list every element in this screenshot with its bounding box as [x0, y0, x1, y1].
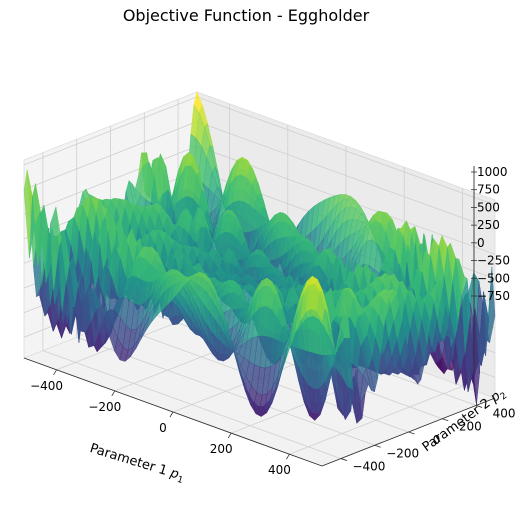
- x-tick-mark: [286, 453, 290, 460]
- x-tick-label: 0: [159, 421, 167, 435]
- x-tick-mark: [227, 432, 232, 439]
- y-tick-mark: [340, 458, 348, 461]
- y-tick-label: 400: [493, 406, 516, 420]
- y-tick-label: 200: [459, 420, 482, 434]
- z-tick-label: 250: [477, 218, 500, 232]
- y-gridline: [76, 139, 375, 446]
- x-tick-mark: [169, 411, 174, 418]
- y-tick-mark: [475, 405, 483, 408]
- x-tick-mark: [53, 369, 57, 376]
- z-tick-label: 1000: [477, 165, 508, 179]
- x-tick-mark: [111, 390, 116, 397]
- z-tick-label: −500: [477, 271, 510, 285]
- x-gridline: [289, 188, 463, 455]
- x-tick-label: 400: [268, 463, 291, 477]
- z-tick-label: 500: [477, 200, 500, 214]
- x-tick-label: −400: [30, 379, 63, 393]
- x-tick-label: −200: [88, 400, 121, 414]
- z-tick-label: −750: [477, 289, 510, 303]
- x-axis-label: Parameter 1 p1: [87, 441, 186, 486]
- y-tick-label: 0: [433, 433, 441, 447]
- y-tick-mark: [408, 431, 415, 435]
- z-tick-label: 0: [477, 236, 485, 250]
- y-tick-mark: [442, 418, 449, 422]
- chart-title: Objective Function - Eggholder: [123, 6, 370, 25]
- y-tick-label: −400: [352, 460, 385, 474]
- surface-facet: [316, 291, 326, 321]
- z-tick-label: 750: [477, 183, 500, 197]
- y-tick-label: −200: [386, 446, 419, 460]
- x-tick-label: 200: [210, 442, 233, 456]
- surface-plot: [23, 91, 496, 424]
- y-tick-mark: [374, 444, 381, 448]
- z-tick-label: −250: [477, 254, 510, 268]
